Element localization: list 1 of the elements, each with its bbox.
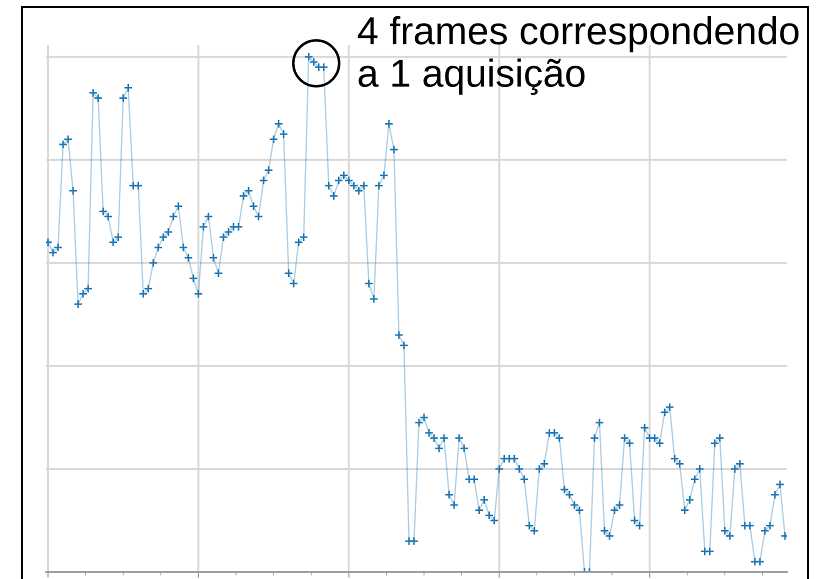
- annotation: 4 frames correspondendo a 1 aquisição: [358, 16, 799, 95]
